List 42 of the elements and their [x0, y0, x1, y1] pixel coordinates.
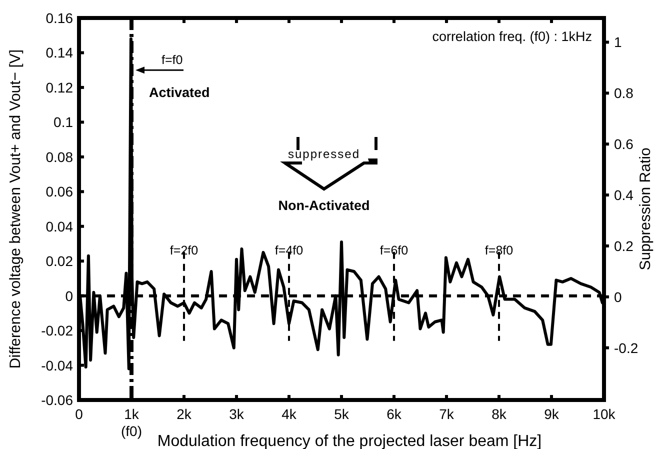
- annotation: f=8f0: [484, 244, 514, 258]
- x-tick-label: 8k: [492, 406, 508, 422]
- annotation: f=4f0: [274, 244, 304, 258]
- y-tick-label: 0.1: [54, 114, 74, 130]
- x-tick-label: 5k: [334, 406, 350, 422]
- x-tick-label: 1k (f0): [121, 406, 142, 439]
- x-tick-label: 6k: [386, 406, 402, 422]
- x-tick-label: 9k: [544, 406, 560, 422]
- x-tick-label: 3k: [229, 406, 245, 422]
- y-tick-label: 0.12: [46, 79, 74, 96]
- annotation: Activated: [149, 85, 210, 100]
- y-tick-label: 0.08: [46, 148, 74, 165]
- y2-tick-label: -0.2: [614, 340, 638, 356]
- x-tick-label: 10k: [592, 406, 616, 422]
- annotation: f=6f0: [380, 244, 408, 258]
- y2-tick-label: 0.8: [614, 85, 634, 102]
- annotation: suppressed: [288, 147, 360, 161]
- y-tick-label: 0.02: [46, 253, 74, 270]
- x-tick-label: 7k: [439, 406, 455, 422]
- y-tick-label: -0.04: [41, 357, 74, 374]
- x-axis-title: Modulation frequency of the projected laser beam [Hz]: [157, 433, 542, 449]
- y-tick-label: 0.06: [46, 184, 74, 200]
- y-tick-label: 0.16: [46, 10, 74, 26]
- y2-axis-title: Suppression Ratio: [637, 148, 654, 270]
- y2-tick-label: 0: [614, 288, 622, 305]
- annotation: correlation freq. (f0) : 1kHz: [432, 29, 592, 44]
- y-tick-label: -0.06: [41, 392, 74, 408]
- y-tick-label: 0: [65, 288, 74, 304]
- y2-tick-label: 1: [614, 34, 622, 50]
- y2-tick-label: 0.4: [614, 186, 634, 203]
- y-tick-label: 0.14: [46, 44, 74, 61]
- y-tick-label: 0.04: [46, 218, 74, 234]
- x-tick-label: 4k: [282, 406, 298, 422]
- annotation: f=2f0: [170, 244, 198, 258]
- y-tick-label: -0.02: [41, 322, 74, 339]
- x-tick-label: 2k: [176, 406, 192, 422]
- x-tick-label: 0: [75, 406, 84, 422]
- y2-tick-label: 0.6: [614, 136, 634, 152]
- annotation: f=f0: [162, 53, 183, 68]
- y-axis-title: Difference voltage between Vout+ and Vout− [V]: [7, 49, 24, 369]
- annotation: Non-Activated: [278, 198, 370, 213]
- y2-tick-label: 0.2: [614, 238, 634, 254]
